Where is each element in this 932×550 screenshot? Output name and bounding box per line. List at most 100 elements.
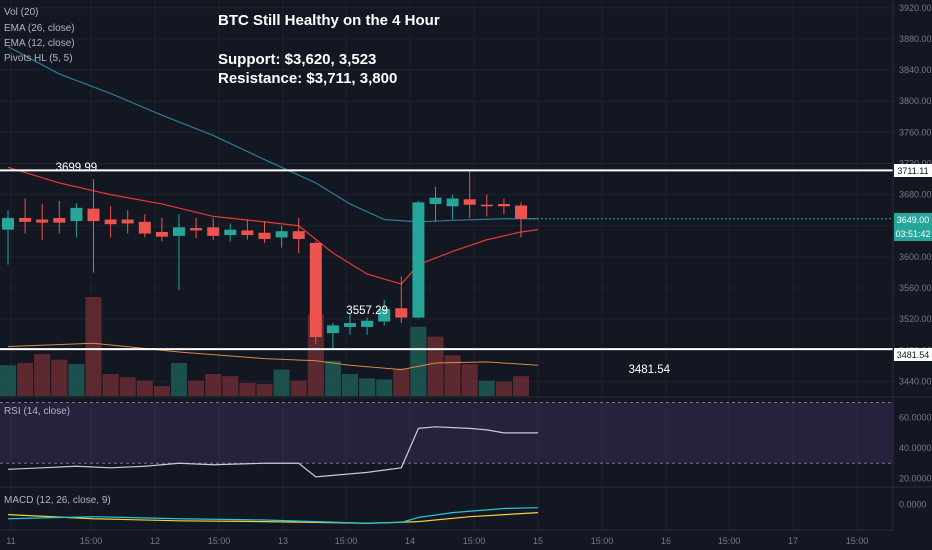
price-tick-label: 3800.00 (899, 96, 932, 106)
volume-bars (0, 297, 529, 396)
time-tick-label: 15:00 (846, 536, 869, 546)
price-tick-label: 3520.00 (899, 314, 932, 324)
resistance-price-badge: 3711.11 (894, 164, 932, 177)
candle (378, 299, 391, 326)
candle-body (190, 228, 203, 231)
volume-bar (324, 360, 341, 396)
volume-bar (153, 386, 170, 396)
pivots-indicator-label[interactable]: Pivots HL (5, 5) (4, 53, 73, 64)
macd-axis[interactable]: 0.0000 (899, 499, 927, 509)
volume-bar (427, 336, 444, 396)
pivot-label: 3557.29 (346, 305, 388, 317)
candle (53, 200, 66, 234)
candle-body (87, 208, 100, 222)
note-resistance: Resistance: $3,711, 3,800 (218, 70, 397, 87)
candle (361, 317, 374, 335)
support-badge-text: 3481.54 (897, 350, 930, 360)
time-tick-label: 13 (278, 536, 288, 546)
price-tick-label: 3760.00 (899, 127, 932, 137)
candle (2, 210, 14, 265)
volume-bar (478, 380, 495, 396)
candle (121, 210, 134, 234)
resistance-badge-bg (894, 164, 932, 177)
analysis-note[interactable]: BTC Still Healthy on the 4 Hour Support:… (218, 12, 440, 87)
candle-body (36, 219, 49, 223)
time-tick-label: 15:00 (591, 536, 614, 546)
candle (207, 217, 220, 240)
support-badge-bg (894, 348, 932, 361)
candle (70, 203, 83, 238)
rsi-tick-label: 20.0000 (899, 473, 932, 483)
price-tick-label: 3560.00 (899, 283, 932, 293)
volume-bar (171, 363, 187, 396)
candle-body (395, 308, 408, 318)
volume-bar (136, 380, 153, 396)
candle-body (207, 227, 220, 236)
price-tick-label: 3920.00 (899, 3, 932, 13)
price-tick-label: 3720.00 (899, 158, 932, 168)
rsi-indicator-label[interactable]: RSI (14, close) (4, 406, 70, 417)
candle-body (463, 199, 476, 205)
candle-body (344, 323, 356, 327)
ema26-indicator-label[interactable]: EMA (26, close) (4, 23, 75, 34)
candle (155, 217, 168, 242)
time-tick-label: 15:00 (80, 536, 103, 546)
volume-bar (34, 354, 51, 396)
candle (258, 221, 271, 243)
candle-body (53, 217, 66, 223)
rsi-tick-label: 60.0000 (899, 413, 932, 423)
candle (326, 323, 339, 350)
candle-body (104, 219, 117, 225)
macd-pane[interactable] (7, 507, 539, 524)
candle (87, 179, 100, 273)
candle (19, 198, 32, 234)
candle-body (480, 204, 493, 207)
pivot-label: 3481.54 (628, 364, 670, 376)
candle (480, 194, 493, 217)
time-axis[interactable]: 11 15:00 12 15:00 13 15:00 14 15:00 15 15:00 16 15:… (6, 536, 868, 546)
volume-bar (273, 369, 290, 396)
countdown-text: 03:51:42 (895, 229, 930, 239)
ema12-indicator-label[interactable]: EMA (12, close) (4, 38, 75, 49)
volume-ma-line (7, 342, 539, 371)
rsi-band-fill (0, 402, 893, 464)
candle (446, 194, 459, 220)
volume-bar (495, 381, 512, 396)
rsi-line (7, 426, 539, 478)
volume-bar (239, 382, 256, 396)
candle (292, 217, 305, 253)
candle (173, 214, 185, 291)
volume-bar (256, 383, 273, 396)
macd-signal-line (7, 512, 539, 524)
price-pane[interactable]: 3699.99 3557.29 3481.54 (0, 46, 893, 396)
time-tick-label: 16 (661, 536, 671, 546)
candle (275, 225, 288, 248)
candle (36, 203, 49, 240)
time-tick-label: 12 (150, 536, 160, 546)
candle (497, 198, 510, 215)
vol-indicator-label[interactable]: Vol (20) (4, 7, 38, 18)
candle-body (2, 217, 14, 230)
candle-body (361, 320, 374, 327)
candle-body (292, 231, 305, 239)
macd-indicator-label[interactable]: MACD (12, 26, close, 9) (4, 495, 111, 506)
candle-body (241, 230, 254, 236)
volume-bar (0, 365, 16, 396)
candlesticks[interactable] (2, 170, 527, 350)
volume-bar (205, 374, 222, 396)
volume-bar (359, 378, 376, 396)
time-tick-label: 15:00 (208, 536, 231, 546)
rsi-pane[interactable] (0, 402, 893, 478)
volume-bar (410, 326, 427, 396)
volume-bar (222, 376, 239, 396)
support-price-badge: 3481.54 (894, 348, 932, 361)
rsi-axis[interactable]: 60.0000 40.0000 20.0000 (899, 413, 932, 484)
last-price-badge-bg (894, 213, 932, 241)
ema26-line (7, 46, 539, 223)
horizontal-levels[interactable] (0, 169, 893, 351)
candle (241, 219, 254, 240)
volume-ma-polyline (7, 342, 539, 371)
candle (309, 241, 322, 345)
ema12-line (7, 166, 539, 285)
